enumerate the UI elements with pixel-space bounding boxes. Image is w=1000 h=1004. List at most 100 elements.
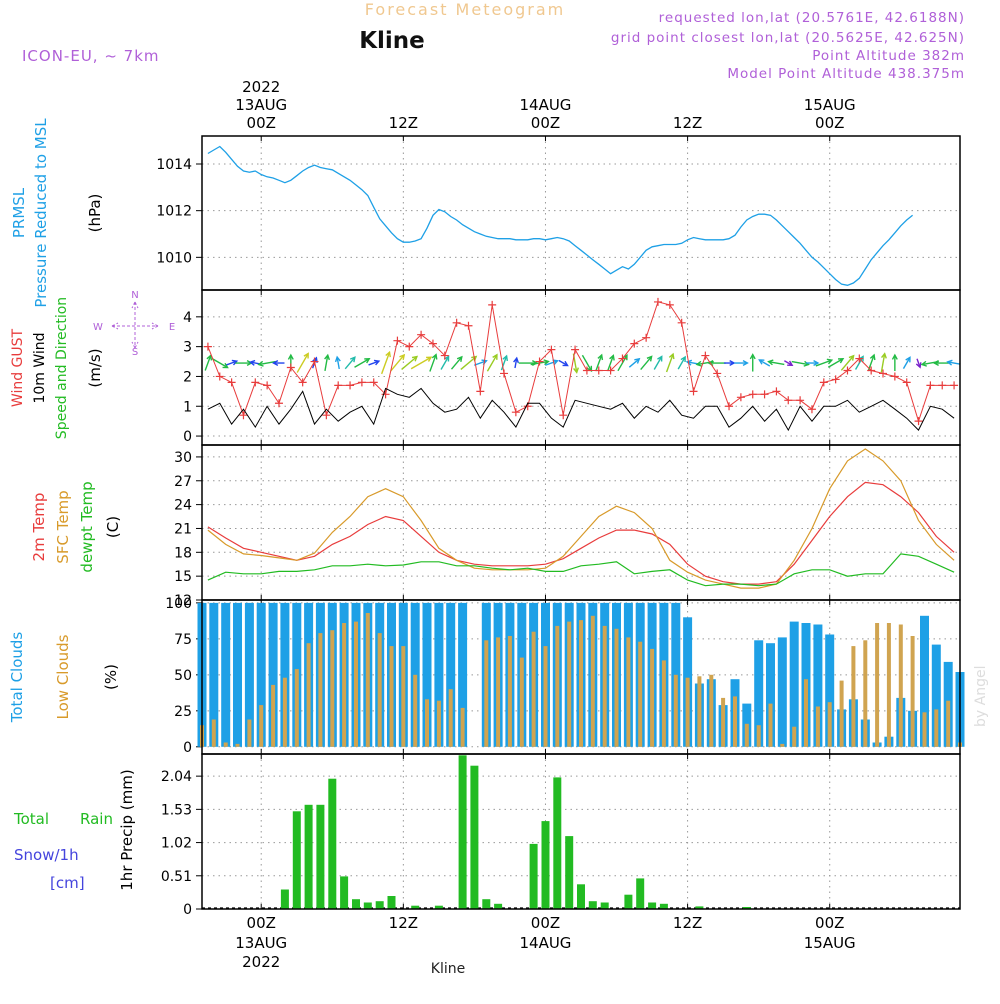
date-label-top: 14AUG bbox=[519, 96, 571, 114]
y-tick-label: 1.53 bbox=[161, 802, 192, 818]
pressure-line bbox=[207, 145, 914, 286]
time-axis-bottom: 00Z 12Z 00Z 12Z 00Z 13AUG 14AUG 15AUG 2022 bbox=[235, 914, 855, 971]
y-tick-label: 75 bbox=[174, 632, 192, 648]
precip-bar bbox=[352, 899, 360, 909]
wind-arrow bbox=[380, 351, 391, 375]
wind-arrow-head bbox=[248, 359, 256, 366]
gust-marker bbox=[274, 399, 283, 408]
gust-marker bbox=[476, 387, 485, 396]
wind-arrow-head bbox=[826, 358, 834, 365]
low-cloud-bar bbox=[626, 637, 631, 747]
precip-bar bbox=[340, 876, 349, 909]
low-cloud-bar bbox=[733, 696, 737, 747]
total-cloud-bar bbox=[209, 602, 219, 747]
gust-marker bbox=[452, 318, 461, 327]
gust-marker bbox=[582, 366, 591, 375]
panel-frame bbox=[201, 444, 961, 601]
low-cloud-bar bbox=[330, 630, 335, 747]
low-cloud-bar bbox=[744, 723, 749, 747]
gust-marker bbox=[843, 366, 852, 375]
low-cloud-bar bbox=[875, 623, 880, 747]
wind-arrow-head bbox=[324, 353, 331, 361]
wind-arrow bbox=[902, 357, 911, 370]
grid-point-coords: grid point closest lon,lat (20.5625E, 42… bbox=[611, 30, 965, 46]
low-cloud-bar bbox=[839, 680, 844, 747]
wind-arrow bbox=[581, 354, 593, 372]
gust-marker bbox=[440, 351, 449, 360]
wind-speed-line bbox=[207, 387, 955, 432]
precip-bar bbox=[565, 836, 574, 909]
wind-arrow bbox=[440, 356, 450, 370]
precip-bar bbox=[600, 902, 609, 909]
low-cloud-bar bbox=[247, 719, 252, 747]
footer-station: Kline bbox=[431, 961, 465, 977]
y-tick-label: 0 bbox=[183, 429, 192, 445]
y-tick-label: 25 bbox=[174, 704, 192, 720]
gust-marker bbox=[393, 336, 402, 345]
time-label-bottom: 00Z bbox=[531, 914, 560, 932]
wind-arrow-head bbox=[668, 352, 675, 360]
wind-arrow-head bbox=[758, 359, 765, 365]
low-cloud-bar bbox=[898, 624, 903, 747]
wind-arrow-head bbox=[915, 362, 922, 369]
precip-bar bbox=[648, 902, 657, 909]
panel-wind: 0 1 2 3 4 bbox=[183, 290, 960, 445]
gust-marker bbox=[736, 393, 745, 402]
gust-marker bbox=[890, 372, 899, 381]
precip-bar bbox=[553, 777, 562, 909]
wind-arrow bbox=[410, 356, 432, 370]
wind-arrow bbox=[226, 360, 238, 366]
total-cloud-bar bbox=[268, 602, 278, 747]
wind-arrow bbox=[460, 356, 477, 370]
panel-frame bbox=[201, 753, 961, 910]
wind-arrow-head bbox=[685, 359, 693, 366]
wind-arrow bbox=[617, 354, 628, 372]
gust-marker bbox=[902, 378, 911, 387]
precip-bar bbox=[695, 906, 704, 909]
precip-bar bbox=[328, 778, 337, 909]
total-cloud-bar bbox=[789, 621, 799, 747]
gust-marker bbox=[796, 396, 805, 405]
wind-arrow bbox=[880, 353, 886, 373]
low-cloud-bar bbox=[259, 705, 264, 747]
wind-arrow bbox=[336, 356, 340, 370]
y-tick-label: 0 bbox=[183, 740, 192, 756]
gust-marker bbox=[547, 345, 556, 354]
gust-marker bbox=[488, 300, 497, 309]
wind-arrow-head bbox=[920, 360, 927, 367]
wind-arrow bbox=[628, 358, 640, 368]
wind-arrow bbox=[545, 360, 558, 366]
low-cloud-bar bbox=[496, 637, 501, 747]
gust-marker bbox=[322, 411, 331, 420]
wind-arrow-head bbox=[431, 353, 438, 360]
precip-bar bbox=[292, 811, 301, 909]
compass-rose: N S W E bbox=[93, 290, 175, 358]
wind-arrow-head bbox=[206, 354, 213, 361]
wind-arrow-head bbox=[803, 360, 810, 367]
gust-marker bbox=[511, 408, 520, 417]
wind-arrow-head bbox=[303, 352, 309, 359]
gust-marker bbox=[855, 354, 864, 363]
gust-marker bbox=[239, 411, 248, 420]
total-cloud-bar bbox=[280, 602, 290, 747]
gust-marker bbox=[831, 375, 840, 384]
panel-precipitation: 0 0.51 1.02 1.53 2.04 bbox=[161, 754, 960, 918]
wind-arrow bbox=[500, 355, 508, 371]
time-label-top: 12Z bbox=[389, 114, 418, 132]
precip-bar bbox=[387, 896, 396, 909]
location-title: Kline bbox=[359, 28, 425, 54]
precip-bar bbox=[316, 804, 325, 909]
panel-frame bbox=[201, 135, 961, 291]
wind-arrow bbox=[815, 359, 833, 367]
low-cloud-bar bbox=[354, 621, 358, 747]
wind-arrow-head bbox=[411, 355, 419, 362]
wind-arrow-head bbox=[729, 360, 736, 367]
year-label-bottom: 2022 bbox=[242, 953, 280, 971]
low-cloud-bar bbox=[934, 709, 939, 747]
wind-arrow-head bbox=[848, 354, 855, 361]
time-label-bottom: 12Z bbox=[389, 914, 418, 932]
gust-marker bbox=[653, 297, 662, 306]
ylabel-total-clouds: Total Clouds bbox=[8, 632, 26, 724]
gust-marker bbox=[464, 321, 473, 330]
